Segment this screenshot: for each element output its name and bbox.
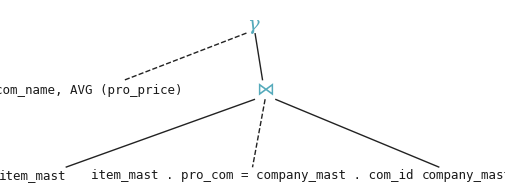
Text: company_mast: company_mast xyxy=(422,169,505,182)
Text: item_mast . pro_com = company_mast . com_id: item_mast . pro_com = company_mast . com… xyxy=(91,169,414,182)
Text: ⋈: ⋈ xyxy=(256,82,274,100)
Text: γ: γ xyxy=(246,15,259,34)
Text: com_name, AVG (pro_price): com_name, AVG (pro_price) xyxy=(0,84,182,97)
Text: item_mast: item_mast xyxy=(0,169,67,182)
